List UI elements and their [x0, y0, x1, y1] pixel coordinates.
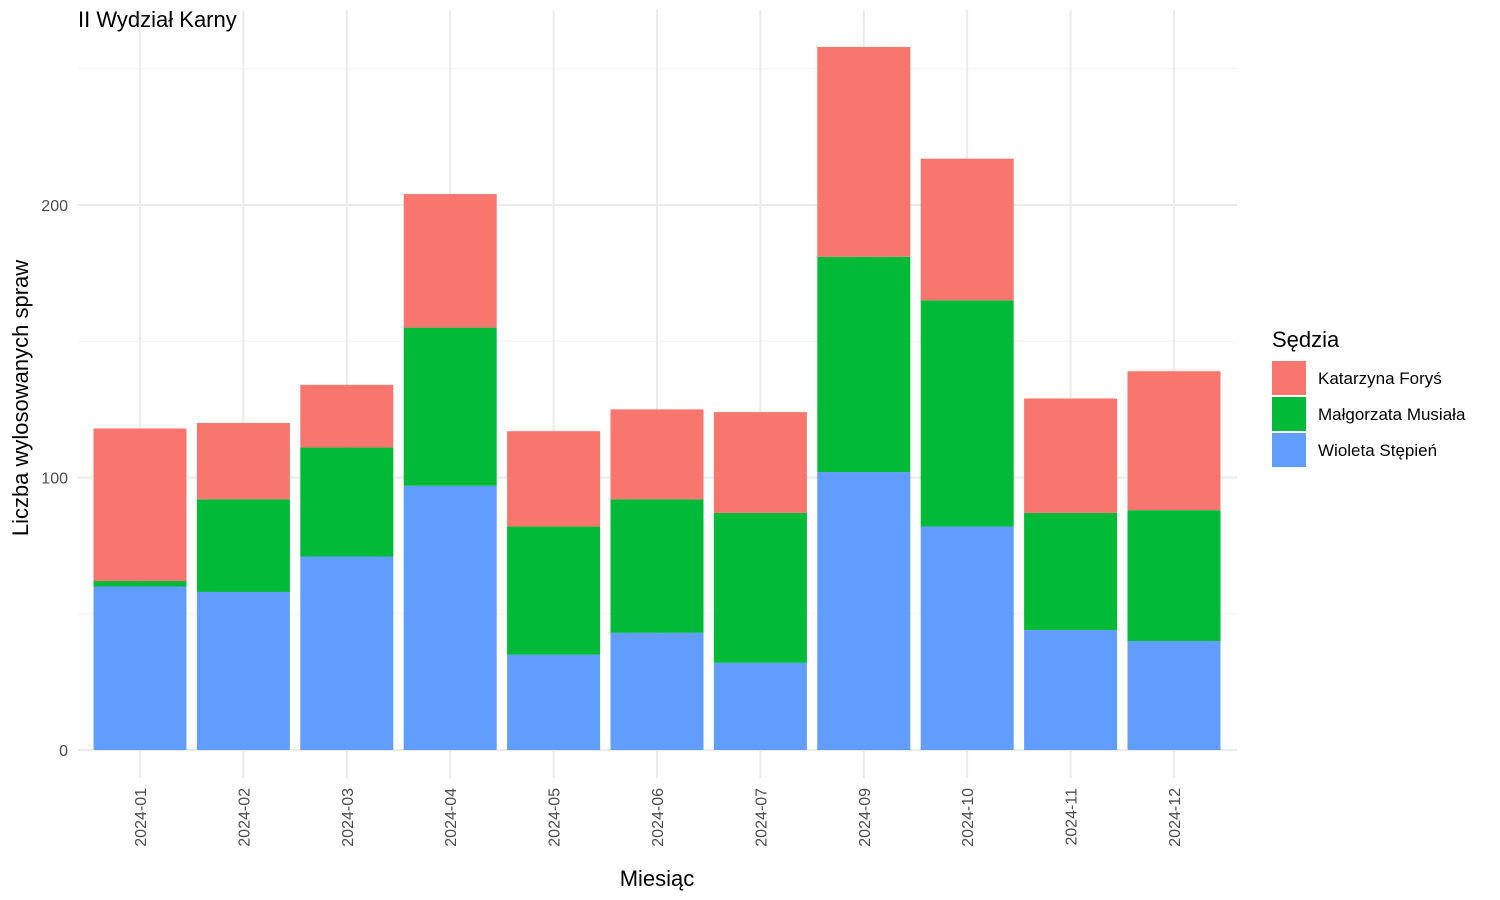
legend-label: Wioleta Stępień — [1318, 441, 1437, 460]
bar-segment — [1127, 371, 1221, 511]
x-tick-label: 2024-01 — [133, 788, 150, 847]
bar-segment — [610, 499, 704, 633]
bar-segment — [1024, 512, 1118, 631]
bar-segment — [817, 472, 911, 750]
y-tick-label: 200 — [41, 198, 68, 215]
legend-swatch — [1272, 397, 1306, 431]
legend-swatch — [1272, 361, 1306, 395]
legend: Sędzia Katarzyna Foryś Małgorzata Musiała… — [1272, 327, 1466, 467]
bar-segment — [300, 447, 394, 557]
x-axis-ticks: 2024-01 2024-02 2024-03 2024-04 2024-05 2024-… — [133, 788, 1184, 847]
bar-segment — [817, 256, 911, 473]
bar-segment — [93, 586, 187, 750]
y-axis-title: Liczba wylosowanych spraw — [8, 260, 33, 536]
x-tick-label: 2024-05 — [547, 788, 564, 847]
bar-segment — [713, 412, 807, 513]
bar-segment — [507, 654, 601, 750]
x-tick-label: 2024-10 — [960, 788, 977, 847]
bar-segment — [300, 556, 394, 750]
chart-title: II Wydział Karny — [78, 7, 237, 32]
bar-segment — [93, 428, 187, 582]
bar-segment — [920, 158, 1014, 301]
bar-segment — [403, 327, 497, 486]
bar-segment — [1024, 630, 1118, 750]
bar-segment — [1127, 510, 1221, 641]
bar-segment — [300, 384, 394, 448]
x-tick-label: 2024-06 — [650, 788, 667, 847]
legend-label: Małgorzata Musiała — [1318, 405, 1466, 424]
bar-segment — [403, 485, 497, 750]
bar-segment — [610, 632, 704, 750]
bar-segment — [1024, 398, 1118, 513]
bar-segment — [196, 423, 290, 500]
x-axis-title: Miesiąc — [620, 866, 695, 891]
bar-segment — [610, 409, 704, 500]
legend-title: Sędzia — [1272, 327, 1340, 352]
bar-segment — [196, 591, 290, 750]
x-tick-label: 2024-12 — [1167, 788, 1184, 847]
bar-segment — [920, 526, 1014, 750]
y-tick-label: 100 — [41, 471, 68, 488]
bar-segment — [920, 300, 1014, 527]
x-tick-label: 2024-07 — [753, 788, 770, 847]
bar-segment — [1127, 641, 1221, 750]
x-tick-label: 2024-02 — [236, 788, 253, 847]
y-axis-ticks: 0 100 200 — [41, 198, 68, 760]
x-tick-label: 2024-03 — [340, 788, 357, 847]
bar-segment — [196, 499, 290, 592]
bar-segment — [817, 46, 911, 257]
x-tick-label: 2024-09 — [857, 788, 874, 847]
bar-segment — [507, 526, 601, 655]
legend-label: Katarzyna Foryś — [1318, 369, 1442, 388]
bar-segment — [713, 662, 807, 750]
x-tick-label: 2024-11 — [1064, 788, 1081, 846]
bars — [93, 46, 1221, 750]
legend-swatch — [1272, 433, 1306, 467]
x-tick-label: 2024-04 — [443, 788, 460, 847]
bar-segment — [403, 194, 497, 328]
bar-segment — [93, 581, 187, 587]
y-tick-label: 0 — [59, 743, 68, 760]
bar-segment — [713, 512, 807, 663]
bar-segment — [507, 431, 601, 527]
